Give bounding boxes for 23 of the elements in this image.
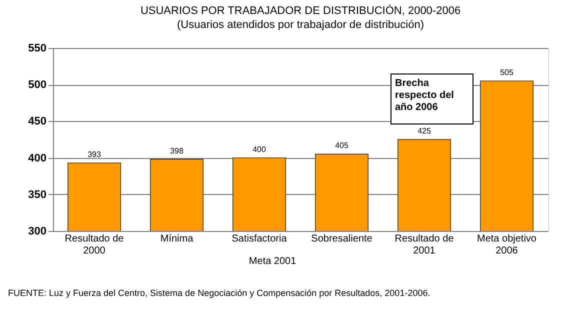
annotation: Brecha respecto del año 2006 — [395, 78, 454, 113]
y-tick-label: 350 — [28, 188, 46, 201]
y-tick-label: 500 — [28, 79, 46, 92]
x-tick-label: Sobresaliente — [311, 234, 373, 244]
data-label: 425 — [418, 126, 432, 136]
x-tick-label: Mínima — [160, 234, 194, 244]
y-tick-label: 450 — [28, 116, 46, 128]
y-tick-label: 550 — [28, 42, 46, 54]
data-label: 405 — [335, 141, 349, 150]
x-tick-label: Resultado de 2001 — [394, 234, 454, 256]
y-tick-label: 300 — [28, 226, 46, 238]
data-label: 393 — [88, 150, 102, 159]
x-tick-label: Meta objetivo 2006 — [477, 234, 537, 256]
x-tick-label: Satisfactoria — [232, 234, 288, 244]
source-note: FUENTE: Luz y Fuerza del Centro, Sistema de Negociación y Compensación por Resultados, 2001-2006. — [8, 288, 430, 298]
chart-title: USUARIOS POR TRABAJADOR DE DISTRIBUCIÓN, 2000-2006 — [140, 4, 461, 17]
text: Meta 2001 — [248, 256, 297, 267]
data-label: 400 — [252, 144, 266, 154]
data-label: 398 — [170, 146, 184, 156]
data-label: 505 — [500, 68, 514, 77]
x-tick-label: Resultado de 2000 — [64, 234, 124, 256]
chart-subtitle: (Usuarios atendidos por trabajador de distribución) — [176, 19, 424, 31]
y-tick-label: 400 — [28, 152, 46, 164]
